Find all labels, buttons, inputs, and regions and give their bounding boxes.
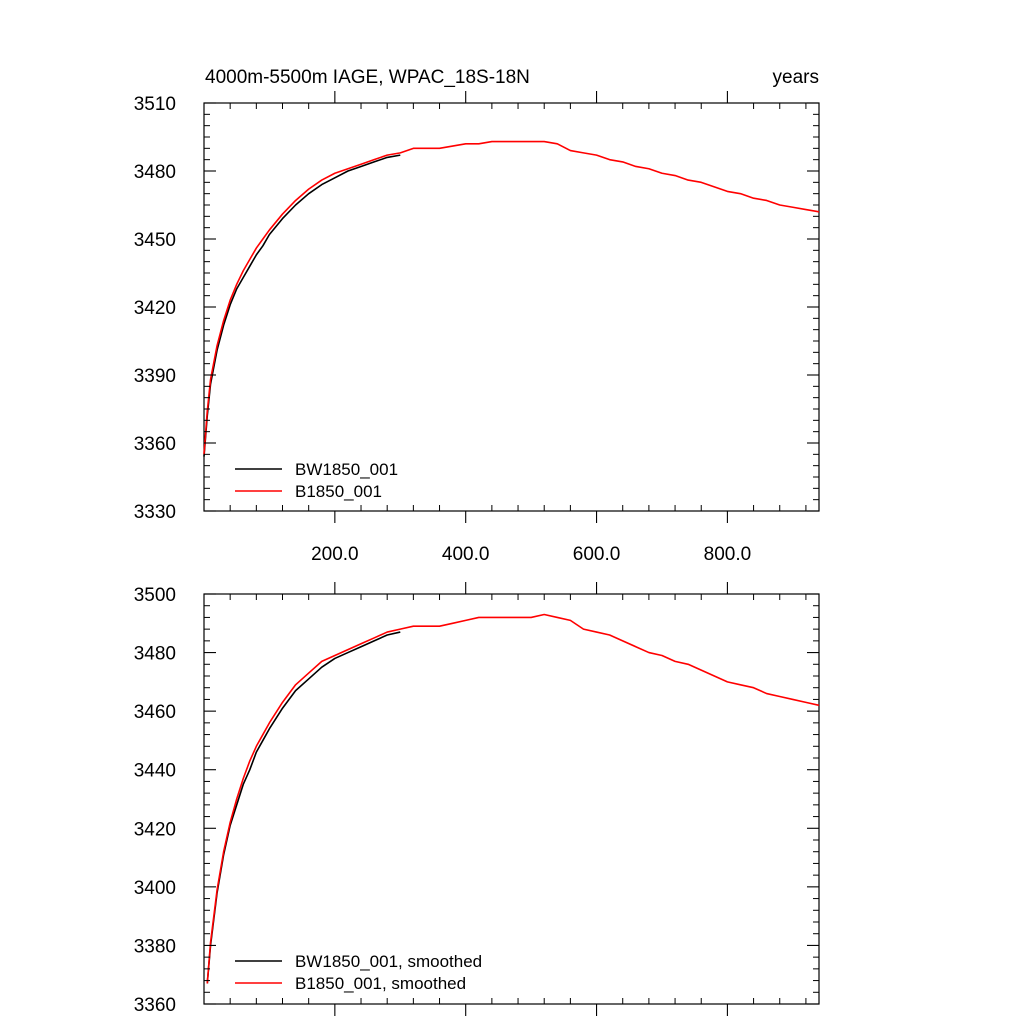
bottom-y-tick-label: 3480 [134, 644, 176, 665]
bottom-legend-label-b1850: B1850_001, smoothed [295, 974, 466, 993]
bottom-y-tick-label: 3500 [134, 585, 176, 606]
top-x-tick-label: 800.0 [704, 544, 752, 565]
bottom-panel: 3360 3380 3400 3420 3440 3460 3480 3500 BW1850_… [134, 582, 820, 1016]
bottom-y-tick-label: 3420 [134, 819, 176, 840]
bottom-plot-area: 3360 3380 3400 3420 3440 3460 3480 3500 [134, 582, 820, 1016]
bottom-series-line-b1850 [206, 613, 820, 984]
bottom-y-tick-label: 3400 [134, 878, 176, 899]
bottom-plot-frame [203, 593, 820, 1005]
bottom-y-tick-label: 3360 [134, 995, 176, 1016]
top-panel-title-right: years [773, 67, 819, 88]
bottom-y-tick-label: 3440 [134, 761, 176, 782]
top-legend-label-bw1850: BW1850_001 [295, 460, 398, 479]
top-series-line-bw1850 [203, 154, 401, 457]
top-y-tick-label: 3420 [134, 298, 176, 319]
top-legend: BW1850_001 B1850_001 [235, 460, 398, 501]
top-y-tick-label: 3360 [134, 434, 176, 455]
top-legend-label-b1850: B1850_001 [295, 482, 382, 501]
top-x-tick-label: 600.0 [573, 544, 621, 565]
top-y-tick-label: 3510 [134, 94, 176, 115]
top-x-tick-label: 200.0 [311, 544, 359, 565]
bottom-y-tick-label: 3380 [134, 936, 176, 957]
top-panel-title-left: 4000m-5500m IAGE, WPAC_18S-18N [205, 67, 530, 88]
top-series-line-b1850 [203, 140, 820, 455]
top-x-tick-label: 400.0 [442, 544, 490, 565]
bottom-y-tick-label: 3460 [134, 702, 176, 723]
top-y-tick-label: 3480 [134, 162, 176, 183]
top-plot-area: 3330 3360 3390 3420 3450 3480 3510 200.0 400.0 60… [134, 91, 820, 565]
top-panel: 4000m-5500m IAGE, WPAC_18S-18N years 333… [134, 67, 820, 565]
top-y-tick-label: 3450 [134, 230, 176, 251]
bottom-legend-label-bw1850: BW1850_001, smoothed [295, 952, 482, 971]
top-y-tick-label: 3330 [134, 502, 176, 523]
bottom-legend: BW1850_001, smoothed B1850_001, smoothed [235, 952, 482, 993]
top-y-tick-label: 3390 [134, 366, 176, 387]
